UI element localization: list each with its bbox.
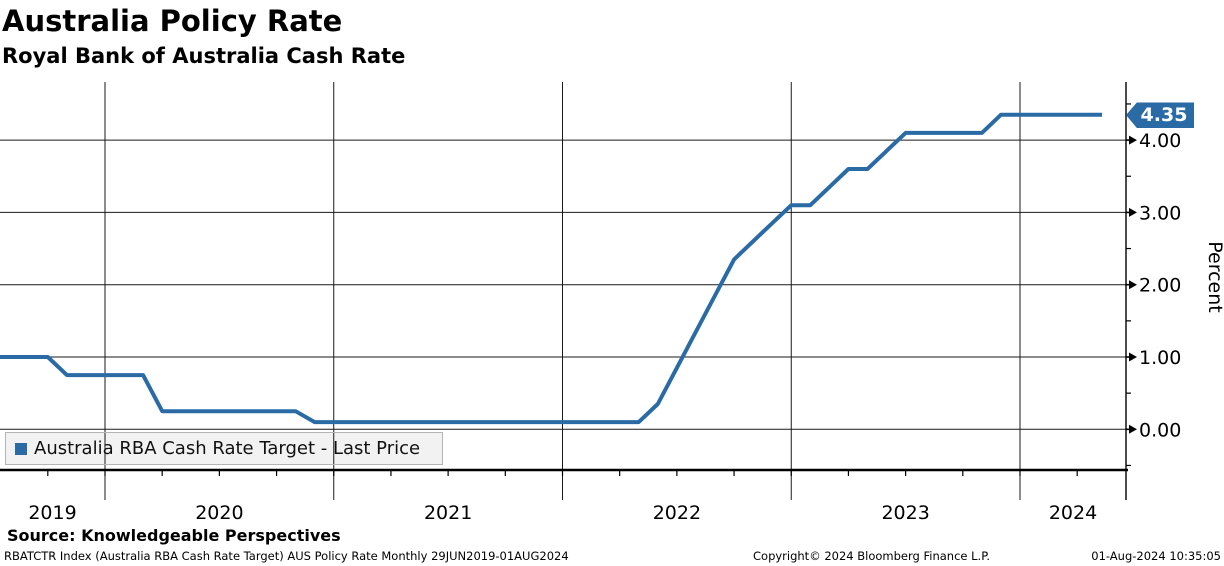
rate-line-series — [0, 112, 1102, 425]
x-year-label: 2021 — [424, 502, 472, 524]
footer-ticker-info: RBATCTR Index (Australia RBA Cash Rate T… — [4, 549, 569, 563]
y-tick-label: 4.00 — [1139, 130, 1181, 152]
legend-series-label: Australia RBA Cash Rate Target - Last Pr… — [34, 438, 421, 459]
footer-timestamp: 01-Aug-2024 10:35:05 — [1091, 549, 1221, 563]
chart-legend: Australia RBA Cash Rate Target - Last Pr… — [5, 432, 443, 465]
y-tick-arrow-icon — [1129, 207, 1137, 217]
y-tick-arrow-icon — [1129, 135, 1137, 145]
y-tick-label: 3.00 — [1139, 202, 1181, 224]
y-tick-arrow-icon — [1129, 424, 1137, 434]
source-line: Source: Knowledgeable Perspectives — [7, 526, 341, 545]
y-tick-label: 2.00 — [1139, 275, 1181, 297]
chart-subtitle: Royal Bank of Australia Cash Rate — [2, 44, 406, 68]
y-axis-title: Percent — [1204, 241, 1224, 313]
x-year-label: 2019 — [28, 502, 76, 524]
y-tick-arrow-icon — [1129, 280, 1137, 290]
x-year-label: 2023 — [881, 502, 929, 524]
x-year-label: 2022 — [653, 502, 701, 524]
x-year-label: 2024 — [1049, 502, 1097, 524]
y-tick-label: 1.00 — [1139, 347, 1181, 369]
last-price-tag: 4.35 — [1126, 102, 1194, 128]
y-tick-arrow-icon — [1129, 352, 1137, 362]
page-title: Australia Policy Rate — [2, 4, 343, 38]
footer-copyright: Copyright© 2024 Bloomberg Finance L.P. — [753, 549, 990, 563]
x-year-label: 2020 — [195, 502, 243, 524]
legend-swatch-icon — [15, 442, 27, 455]
y-tick-label: 0.00 — [1139, 419, 1181, 441]
legend-background — [5, 432, 443, 465]
